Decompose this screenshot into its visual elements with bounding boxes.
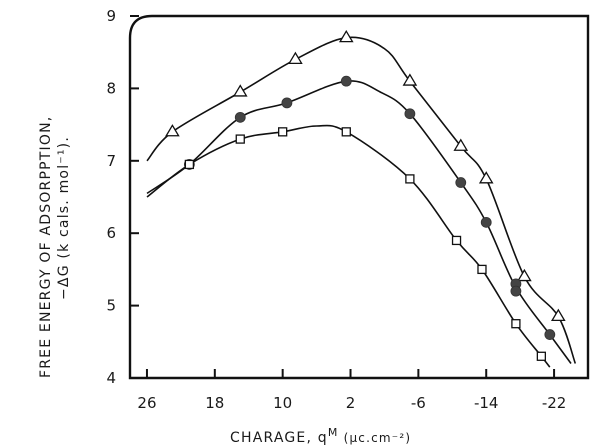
plot-area: 26 18 10 2 -6 -14 -22 4 5 6 7 8 9 — [106, 7, 590, 412]
x-tick-label: -22 — [542, 394, 567, 412]
series-line-triangle — [146, 36, 577, 364]
data-point-filled-circle — [340, 75, 352, 87]
data-point-triangle — [288, 51, 303, 64]
data-point-square — [184, 159, 195, 170]
data-point-triangle — [517, 268, 532, 282]
x-tick-label: 2 — [346, 394, 356, 412]
data-point-triangle — [232, 84, 248, 97]
data-point-filled-circle — [544, 329, 556, 340]
y-tick-label: 8 — [106, 79, 116, 97]
y-tick-label: 6 — [106, 224, 116, 242]
y-tick-label: 7 — [106, 152, 116, 170]
data-point-filled-circle — [455, 177, 467, 188]
y-tick-label: 9 — [106, 7, 116, 25]
data-point-filled-circle — [510, 285, 522, 297]
data-point-filled-circle — [480, 216, 492, 228]
data-point-filled-circle — [404, 108, 416, 120]
series-line-square — [146, 124, 551, 368]
y-tick-label: 5 — [106, 297, 116, 315]
x-tick-label: -14 — [474, 394, 499, 412]
data-point-triangle — [165, 124, 180, 137]
plot-frame — [128, 14, 590, 380]
y-tick-label: 4 — [106, 369, 116, 387]
data-point-triangle — [550, 308, 566, 322]
data-point-square — [341, 127, 351, 137]
data-point-triangle — [402, 73, 418, 86]
data-point-square — [536, 351, 547, 361]
data-point-filled-circle — [281, 97, 293, 109]
data-point-triangle — [338, 29, 354, 43]
y-axis-title-line2: −ΔG (k cals. mol⁻¹). — [56, 136, 72, 300]
data-point-square — [278, 127, 288, 137]
x-axis-title: CHARAGE, qM (μc.cm⁻²) — [230, 426, 411, 446]
x-tick-label: 26 — [137, 394, 156, 412]
data-point-square — [511, 319, 521, 329]
series-line-filled-circle — [146, 80, 572, 364]
data-point-filled-circle — [234, 111, 246, 123]
data-point-square — [477, 264, 487, 275]
data-point-square — [451, 235, 462, 246]
data-point-triangle — [453, 138, 469, 151]
x-axis-title-unit: (μc.cm⁻²) — [339, 431, 412, 445]
x-tick-label: 10 — [273, 394, 292, 412]
data-point-square — [235, 134, 245, 144]
x-axis-title-main: CHARAGE, q — [230, 430, 328, 446]
data-point-square — [405, 174, 415, 184]
x-tick-label: 18 — [205, 394, 224, 412]
data-point-triangle — [478, 171, 494, 184]
y-axis-title-line1: FREE ENERGY OF ADSORPPTION, — [38, 116, 54, 378]
x-tick-label: -6 — [411, 394, 426, 412]
x-axis-title-sup: M — [328, 426, 339, 439]
